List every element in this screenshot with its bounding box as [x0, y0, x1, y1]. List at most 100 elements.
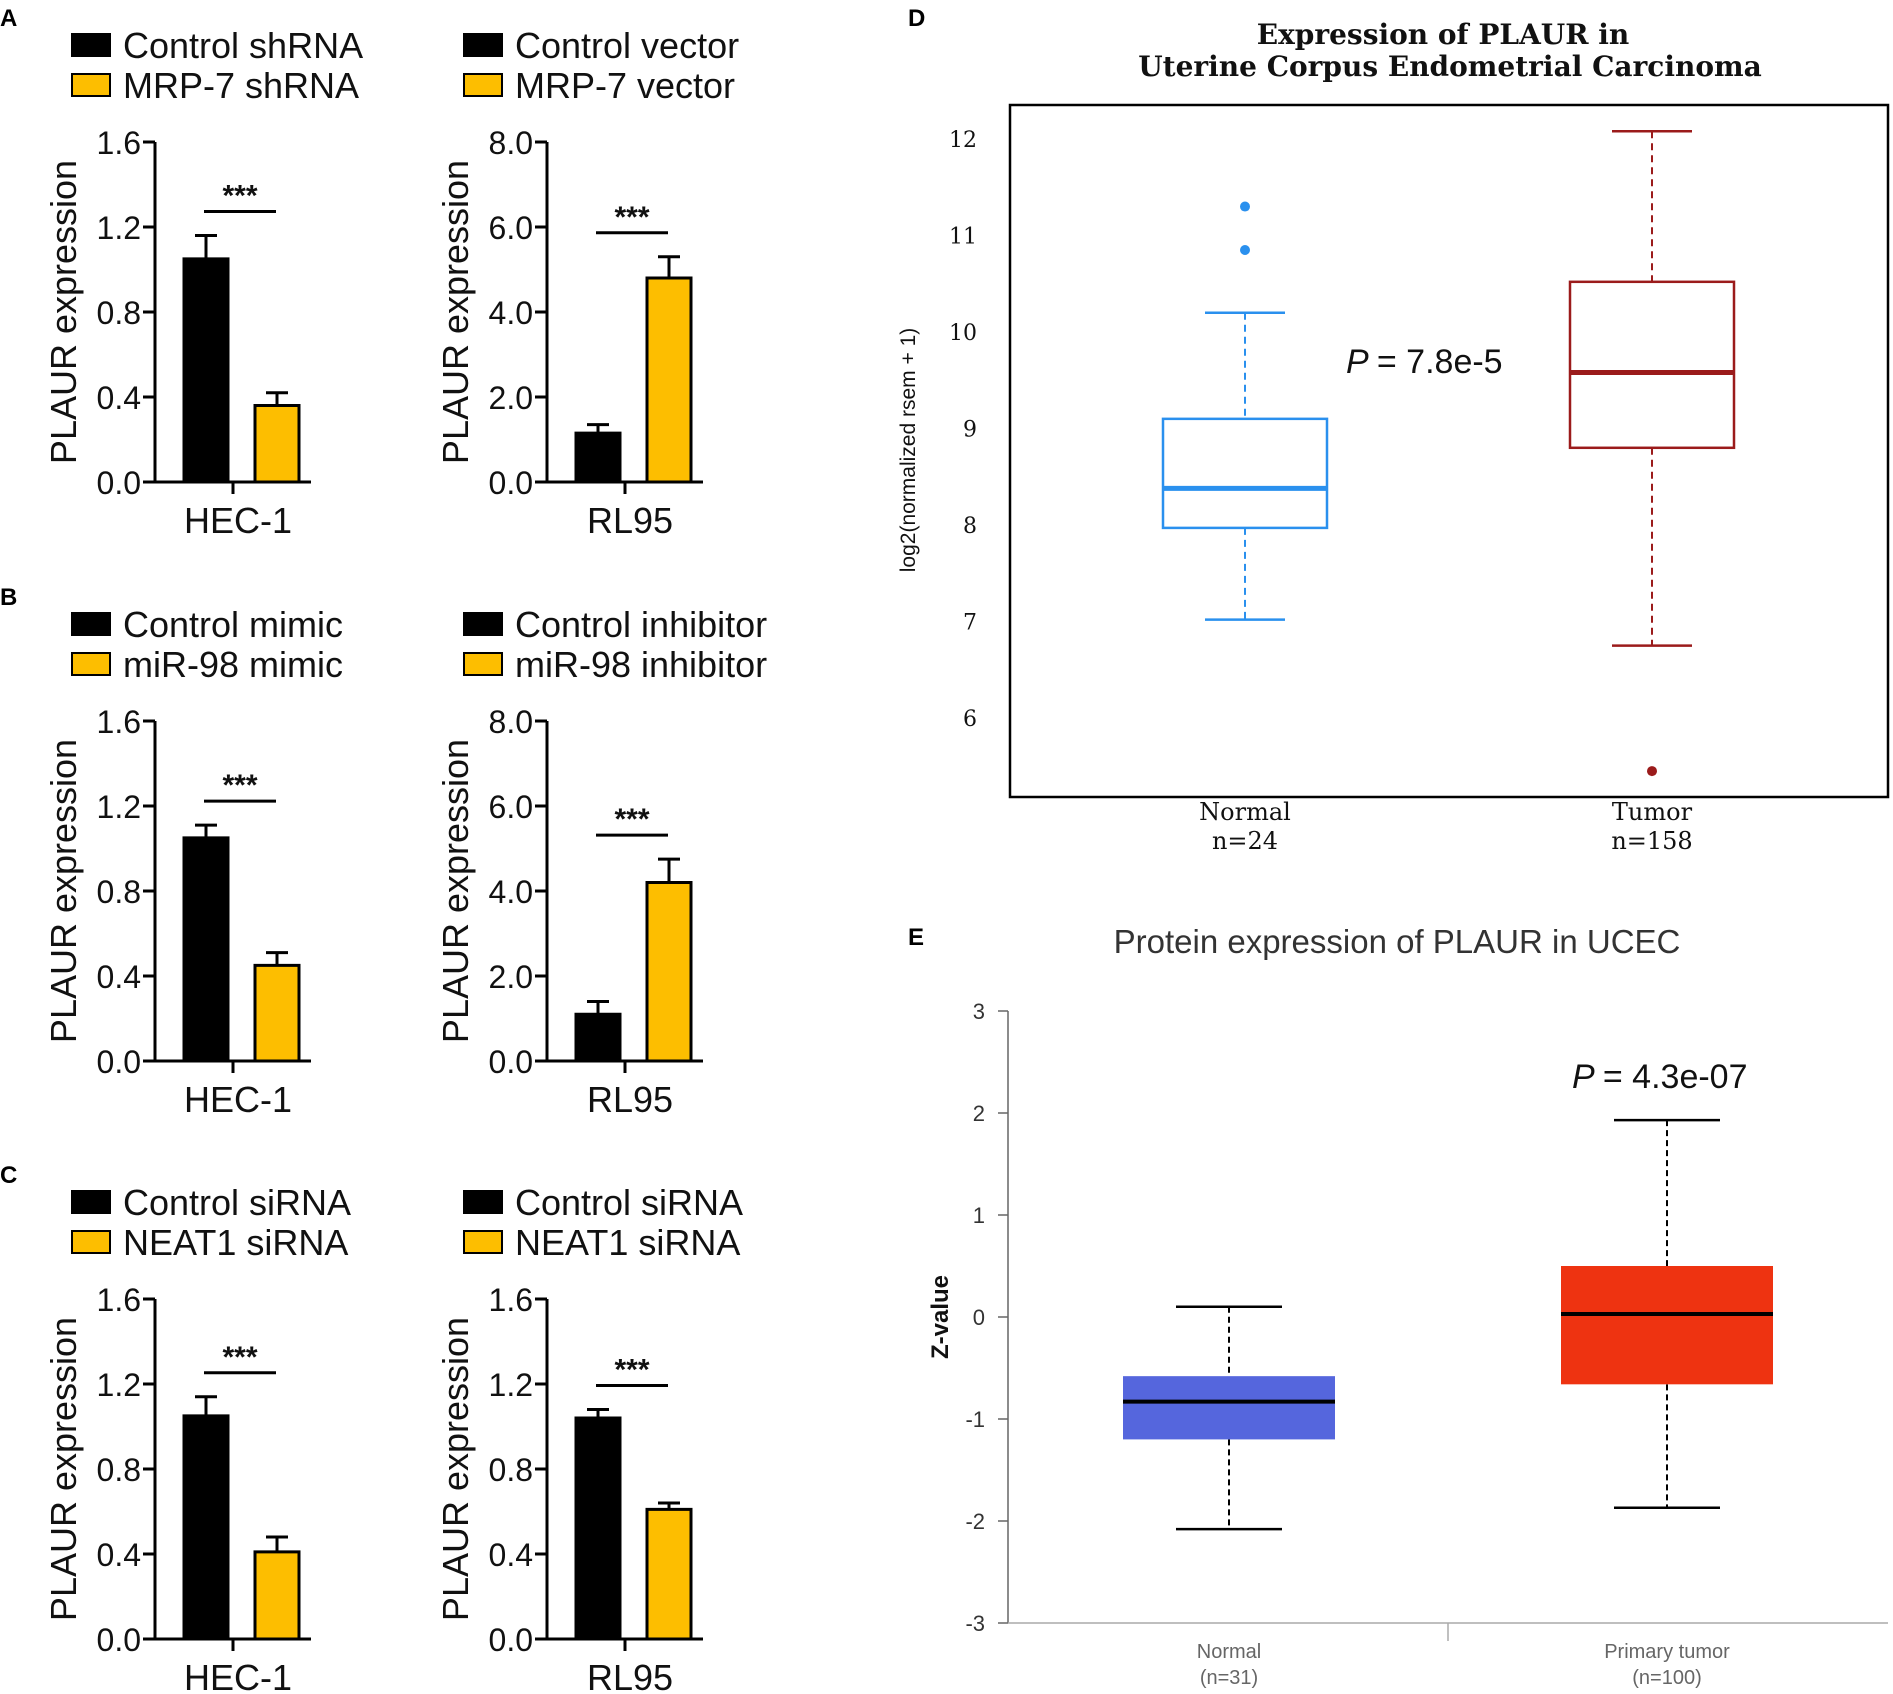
y-tick-label: 2	[973, 1101, 985, 1126]
significance-stars: ***	[222, 180, 257, 213]
y-tick-label: 6.0	[489, 210, 533, 246]
y-tick-label: 7	[963, 611, 977, 636]
legend-label: Control siRNA	[515, 1182, 743, 1223]
sample-size-label: n=158	[1611, 827, 1692, 855]
legend-label: Control siRNA	[123, 1182, 351, 1223]
y-tick-label: 1.6	[489, 1282, 533, 1318]
x-tick-label: Normal	[1197, 1641, 1261, 1663]
y-tick-label: 1.2	[97, 210, 141, 246]
bar-treated	[253, 1550, 301, 1641]
legend-swatch-control	[71, 1190, 111, 1214]
bar-treated	[645, 276, 693, 484]
bar-control	[182, 257, 230, 484]
box-primary-tumor	[1561, 1266, 1773, 1385]
bar-treated	[253, 404, 301, 484]
y-tick-label: 1.6	[97, 1282, 141, 1318]
y-tick-label: 2.0	[489, 380, 533, 416]
legend-swatch-treated	[463, 652, 503, 676]
sample-size-label: (n=100)	[1632, 1667, 1702, 1689]
x-tick-label: Primary tumor	[1604, 1641, 1730, 1663]
y-tick-label: -2	[965, 1509, 985, 1534]
y-axis-label: log2(normalized rsem + 1)	[897, 328, 920, 573]
legend-label: MRP-7 vector	[515, 65, 735, 106]
y-tick-label: 0	[973, 1305, 985, 1330]
legend-swatch-control	[71, 33, 111, 57]
y-axis-label: PLAUR expression	[43, 160, 84, 464]
y-tick-label: 1.2	[97, 1367, 141, 1403]
p-value-annotation: P = 7.8e-5	[1346, 343, 1503, 381]
legend-label: Control mimic	[123, 604, 343, 645]
legend-swatch-treated	[71, 652, 111, 676]
y-tick-label: 3	[973, 999, 985, 1024]
x-axis-label: HEC-1	[184, 1079, 292, 1120]
legend-swatch-control	[463, 612, 503, 636]
y-tick-label: 0.0	[97, 465, 141, 501]
x-axis-label: RL95	[587, 500, 673, 541]
y-tick-label: 12	[949, 128, 977, 153]
y-tick-label: -3	[965, 1611, 985, 1636]
x-axis-label: HEC-1	[184, 500, 292, 541]
y-axis-label: PLAUR expression	[435, 1317, 476, 1621]
y-tick-label: 4.0	[489, 295, 533, 331]
sample-size-label: (n=31)	[1200, 1667, 1258, 1689]
bar-control	[182, 1414, 230, 1641]
y-tick-label: 0.8	[97, 874, 141, 910]
y-tick-label: 8.0	[489, 125, 533, 161]
y-tick-label: 0.0	[489, 465, 533, 501]
y-tick-label: 0.8	[489, 1452, 533, 1488]
chart-title: Protein expression of PLAUR in UCEC	[1114, 923, 1681, 960]
y-tick-label: 0.4	[97, 1537, 141, 1573]
y-tick-label: 1.2	[97, 789, 141, 825]
y-tick-label: 8	[963, 514, 977, 539]
y-tick-label: 11	[949, 225, 977, 250]
legend-swatch-control	[71, 612, 111, 636]
x-axis-label: RL95	[587, 1079, 673, 1120]
outlier-point	[1240, 244, 1250, 255]
legend-label: miR-98 inhibitor	[515, 644, 767, 685]
y-tick-label: 0.0	[97, 1044, 141, 1080]
p-value-annotation: P = 4.3e-07	[1572, 1058, 1748, 1096]
panel-label-c: C	[0, 1162, 17, 1189]
y-tick-label: 1	[973, 1203, 985, 1228]
legend-label: MRP-7 shRNA	[123, 65, 359, 106]
significance-stars: ***	[222, 1341, 257, 1374]
significance-stars: ***	[614, 1354, 649, 1387]
legend-label: Control shRNA	[123, 25, 363, 66]
legend-swatch-control	[463, 33, 503, 57]
y-tick-label: 2.0	[489, 959, 533, 995]
bar-treated	[253, 963, 301, 1063]
legend-label: NEAT1 siRNA	[123, 1222, 348, 1263]
bar-control	[574, 1416, 622, 1641]
x-axis-label: HEC-1	[184, 1657, 292, 1694]
chart-subtitle: Uterine Corpus Endometrial Carcinoma	[1138, 50, 1762, 83]
legend-swatch-treated	[463, 1230, 503, 1254]
y-tick-label: 0.0	[489, 1044, 533, 1080]
bar-treated	[645, 881, 693, 1063]
y-tick-label: 0.0	[489, 1622, 533, 1658]
y-tick-label: 10	[949, 321, 977, 346]
legend-label: Control vector	[515, 25, 739, 66]
y-axis-label: PLAUR expression	[435, 160, 476, 464]
y-tick-label: 6.0	[489, 789, 533, 825]
box-normal	[1123, 1376, 1335, 1440]
significance-stars: ***	[222, 769, 257, 802]
bar-control	[182, 836, 230, 1063]
outlier-point	[1647, 766, 1657, 777]
y-tick-label: 0.4	[97, 959, 141, 995]
y-tick-label: 8.0	[489, 704, 533, 740]
y-tick-label: 0.0	[97, 1622, 141, 1658]
outlier-point	[1240, 201, 1250, 212]
y-tick-label: 4.0	[489, 874, 533, 910]
significance-stars: ***	[614, 803, 649, 836]
legend-swatch-treated	[71, 73, 111, 97]
y-tick-label: 0.4	[489, 1537, 533, 1573]
y-tick-label: 1.2	[489, 1367, 533, 1403]
box-normal	[1161, 417, 1329, 530]
legend-label: NEAT1 siRNA	[515, 1222, 740, 1263]
y-tick-label: 6	[963, 707, 977, 732]
box-tumor	[1568, 280, 1736, 450]
